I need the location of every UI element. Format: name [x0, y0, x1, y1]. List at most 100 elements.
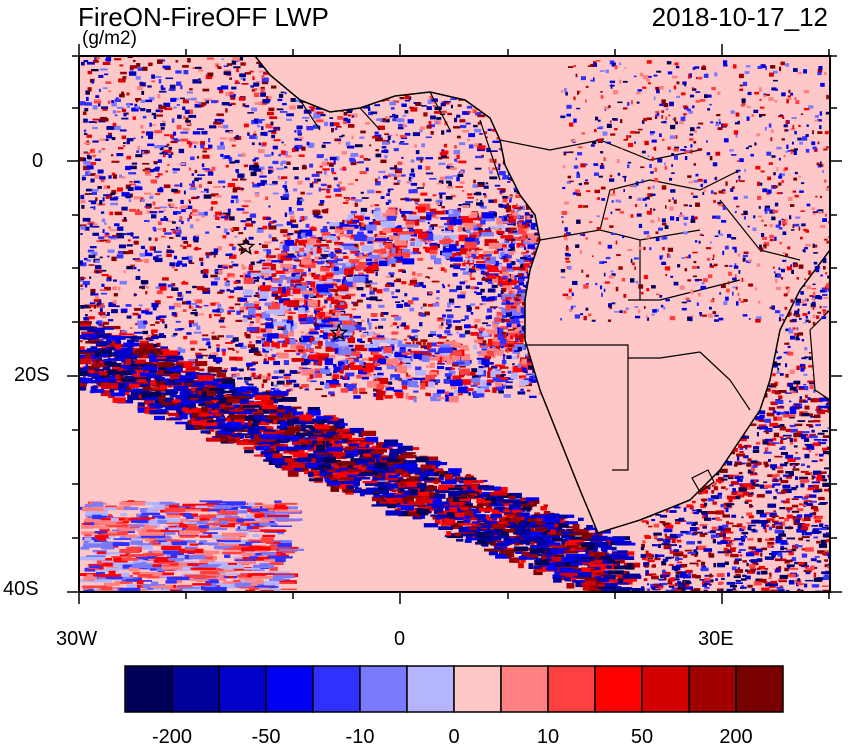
lwp-cell: [332, 324, 338, 330]
lwp-cell: [349, 259, 360, 263]
lwp-cell: [91, 191, 97, 195]
lwp-cell: [321, 275, 327, 281]
lwp-cell: [149, 339, 154, 342]
lwp-cell: [289, 215, 295, 220]
lwp-cell: [445, 327, 451, 330]
lwp-cell: [289, 370, 298, 374]
lwp-cell: [468, 267, 472, 270]
lwp-cell: [84, 193, 90, 195]
lwp-cell: [263, 248, 268, 252]
lwp-cell: [171, 118, 175, 123]
lwp-cell: [464, 224, 474, 230]
lwp-cell: [181, 282, 189, 285]
lwp-cell: [405, 509, 414, 513]
lwp-cell: [163, 184, 171, 189]
lwp-cell: [187, 58, 191, 63]
lwp-cell: [452, 347, 457, 351]
lwp-cell: [376, 118, 382, 121]
lwp-cell: [251, 361, 258, 364]
lwp-cell: [392, 113, 396, 117]
lwp-cell: [267, 268, 274, 274]
lwp-cell: [112, 122, 117, 127]
lwp-cell: [512, 366, 526, 373]
lwp-cell: [89, 276, 92, 279]
lwp-cell: [148, 62, 153, 67]
lwp-cell: [615, 595, 624, 599]
lwp-cell: [167, 245, 171, 249]
lwp-cell: [158, 283, 167, 288]
lwp-cell: [137, 67, 143, 71]
lwp-cell: [158, 90, 167, 93]
lwp-cell: [246, 220, 250, 225]
lwp-cell: [214, 277, 220, 281]
lwp-cell: [441, 351, 449, 357]
lwp-cell: [324, 158, 328, 161]
lwp-cell: [371, 239, 385, 243]
lwp-cell: [338, 295, 351, 300]
lwp-cell: [111, 366, 123, 370]
lwp-cell: [492, 341, 505, 346]
lwp-cell: [477, 386, 483, 389]
lwp-cell: [520, 388, 524, 391]
lwp-cell: [156, 114, 163, 117]
lwp-cell: [104, 222, 107, 225]
lwp-cell: [246, 383, 249, 385]
lwp-cell: [202, 290, 211, 294]
lwp-cell: [383, 118, 390, 123]
lwp-cell: [451, 216, 458, 219]
lwp-cell: [368, 331, 374, 336]
lwp-cell: [273, 360, 280, 366]
lwp-cell: [229, 254, 237, 259]
lwp-cell: [466, 306, 472, 311]
lwp-cell: [420, 339, 428, 342]
lwp-cell: [470, 384, 478, 387]
lwp-cell: [212, 352, 219, 357]
lwp-cell: [93, 100, 102, 104]
lwp-cell: [118, 244, 126, 249]
lwp-cell: [146, 109, 152, 113]
lwp-cell: [95, 95, 100, 98]
lwp-cell: [484, 239, 498, 246]
lwp-cell: [281, 160, 287, 165]
lwp-cell: [306, 345, 311, 350]
lwp-cell: [119, 79, 124, 83]
lwp-cell: [521, 251, 528, 255]
lwp-cell: [239, 309, 244, 313]
lwp-cell: [210, 302, 216, 306]
lwp-cell: [354, 144, 363, 148]
lwp-cell: [326, 188, 330, 191]
lwp-cell: [136, 63, 141, 67]
lwp-cell: [314, 352, 320, 355]
lwp-cell: [271, 320, 274, 323]
lwp-cell: [481, 295, 487, 299]
lwp-cell: [460, 170, 464, 174]
lwp-cell: [315, 119, 324, 123]
lwp-cell: [249, 313, 255, 317]
lwp-cell: [211, 193, 219, 197]
lwp-cell: [280, 161, 283, 166]
lwp-cell: [336, 224, 349, 228]
lwp-cell: [446, 185, 454, 189]
lwp-cell: [480, 288, 485, 293]
lwp-cell: [225, 164, 229, 168]
lwp-cell: [171, 266, 175, 269]
lwp-cell: [114, 211, 123, 216]
lwp-cell: [186, 332, 192, 335]
lwp-cell: [134, 211, 143, 215]
lwp-cell: [417, 251, 422, 255]
lwp-cell: [476, 388, 485, 394]
lwp-cell: [407, 226, 414, 230]
lwp-cell: [311, 173, 320, 177]
lwp-cell: [260, 170, 263, 175]
lwp-cell: [161, 87, 166, 91]
lwp-cell: [325, 195, 332, 198]
lwp-cell: [157, 94, 161, 99]
lwp-cell: [293, 307, 302, 311]
lwp-cell: [125, 195, 132, 198]
lwp-cell: [137, 145, 140, 151]
lwp-cell: [204, 188, 209, 191]
lwp-cell: [456, 176, 460, 182]
lwp-cell: [220, 325, 226, 328]
lwp-cell: [509, 309, 521, 316]
lwp-cell: [145, 206, 151, 209]
